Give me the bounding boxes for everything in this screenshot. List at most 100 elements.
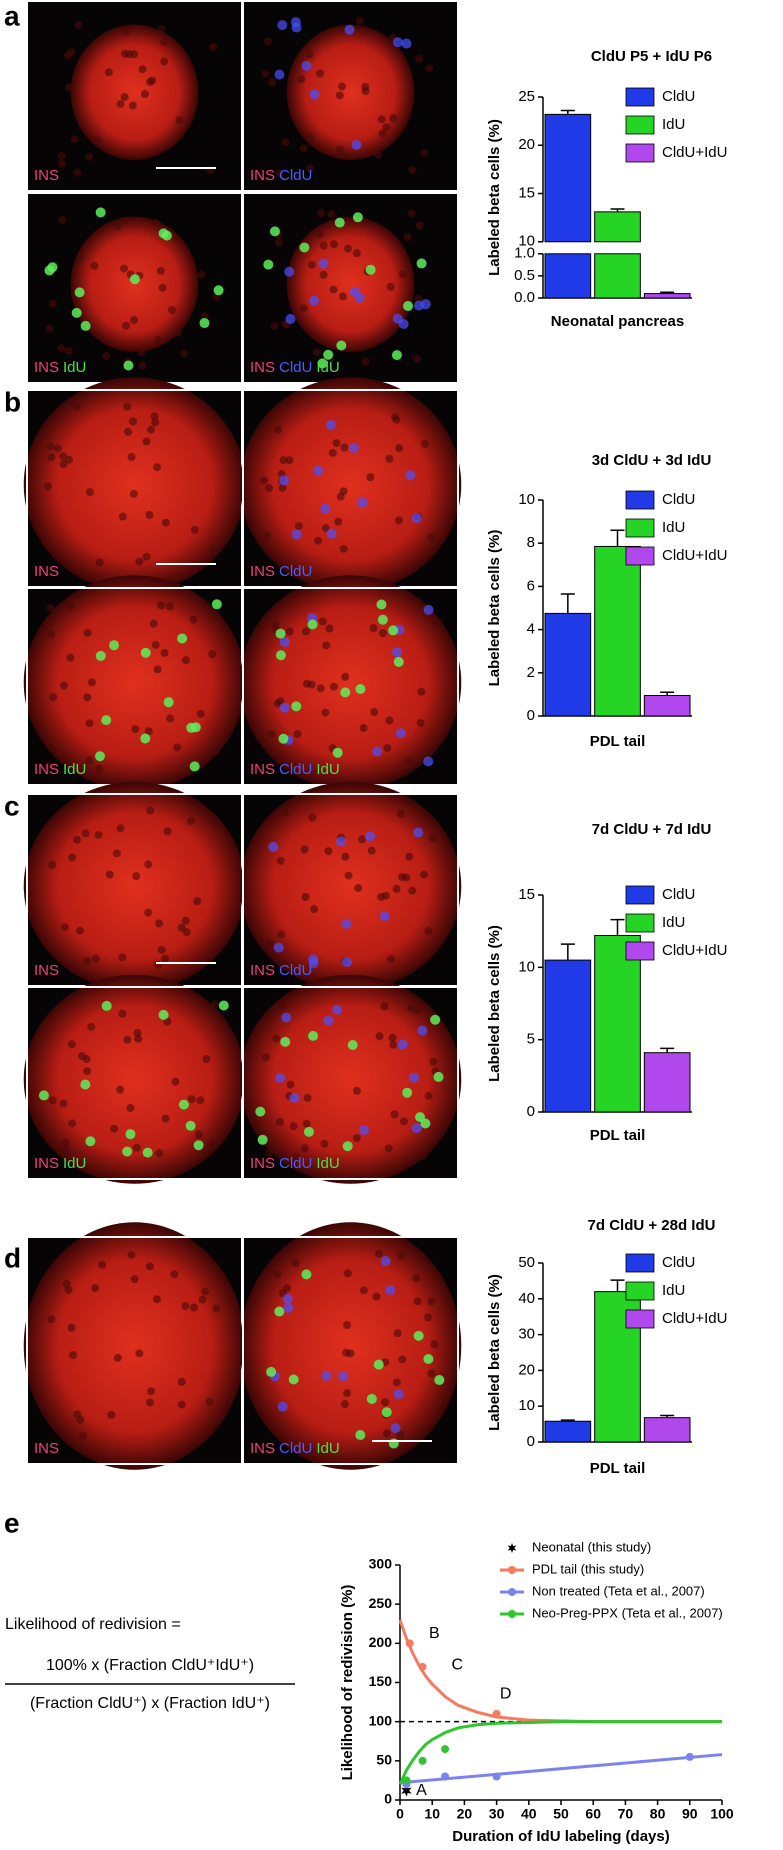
y-tick-label: 0 (384, 1791, 392, 1807)
idu-nucleus (44, 265, 55, 276)
nucleus (77, 1052, 86, 1061)
nucleus (324, 847, 333, 856)
nucleus (107, 1410, 116, 1419)
nucleus (118, 953, 127, 962)
nucleus (120, 216, 129, 225)
legend-label: Neo-Preg-PPX (Teta et al., 2007) (532, 1605, 723, 1620)
data-point (492, 1709, 501, 1718)
nucleus (344, 871, 353, 880)
nucleus (83, 1067, 92, 1076)
nucleus (361, 357, 370, 366)
nucleus (329, 682, 338, 691)
channel-label: INS (250, 761, 275, 778)
idu-nucleus (122, 1146, 133, 1157)
nucleus (310, 905, 319, 914)
y-tick-label: 8 (527, 534, 535, 551)
nucleus (299, 304, 308, 313)
clip-frame (242, 1236, 459, 1465)
y-tick-label: 20 (518, 136, 535, 153)
nucleus (394, 516, 403, 525)
nucleus (95, 558, 104, 567)
channel-label: INS (250, 359, 275, 376)
clip-frame (242, 986, 459, 1180)
cldu-nucleus (313, 465, 324, 476)
x-tick-label: 80 (650, 1806, 666, 1822)
idu-nucleus (433, 1071, 444, 1082)
micrograph: INS (23, 1222, 246, 1470)
cldu-nucleus (301, 60, 312, 71)
nucleus (377, 115, 386, 124)
nucleus (122, 321, 131, 330)
idu-nucleus (80, 320, 91, 331)
nucleus (177, 1377, 186, 1386)
x-tick-label: 60 (585, 1806, 601, 1822)
nucleus (386, 282, 395, 291)
nucleus (116, 99, 125, 108)
nucleus (361, 87, 370, 96)
nucleus (146, 806, 155, 815)
y-tick-label: 200 (369, 1634, 393, 1650)
y-tick-label: 2 (527, 664, 535, 681)
legend-swatch (625, 1309, 655, 1329)
cldu-nucleus (277, 20, 288, 31)
nucleus (144, 908, 153, 917)
error-bar (560, 943, 575, 961)
nucleus (66, 653, 75, 662)
nucleus (321, 708, 330, 717)
nucleus (378, 129, 387, 138)
nucleus (420, 148, 429, 157)
nucleus (417, 687, 426, 696)
idu-nucleus (211, 599, 222, 610)
nucleus (398, 270, 407, 279)
nucleus (291, 1259, 300, 1268)
nucleus (57, 159, 66, 168)
islet (239, 974, 462, 1184)
nucleus (407, 209, 416, 218)
nucleus (315, 69, 324, 78)
cldu-nucleus (281, 1012, 292, 1023)
nucleus (68, 853, 77, 862)
y-tick-label: 15 (518, 886, 535, 903)
nucleus (340, 443, 349, 452)
micrograph: INS (26, 0, 243, 192)
nucleus (194, 1130, 203, 1139)
idu-nucleus (266, 1366, 277, 1377)
nucleus (282, 1284, 291, 1293)
nucleus (153, 336, 162, 345)
nucleus (352, 249, 361, 258)
micrograph: INS CldU IdU (239, 974, 462, 1184)
panel-label: e (4, 1507, 20, 1538)
channel-label: INS (34, 359, 59, 376)
nucleus (104, 68, 113, 77)
cldu-nucleus (309, 295, 320, 306)
cldu-nucleus (392, 647, 403, 658)
chart-title: 7d CldU + 28d IdU (588, 1217, 716, 1234)
nucleus (289, 1122, 298, 1131)
nucleus (375, 1032, 384, 1041)
nucleus (46, 603, 55, 612)
cldu-nucleus (278, 475, 289, 486)
nucleus (83, 628, 92, 637)
nucleus (132, 1143, 141, 1152)
nucleus (354, 884, 363, 893)
nucleus (118, 512, 127, 521)
nucleus (425, 64, 434, 73)
idu-nucleus (185, 1120, 196, 1131)
nucleus (180, 349, 189, 358)
nucleus (392, 415, 401, 424)
y-tick-label: 1.0 (514, 245, 535, 262)
nucleus (339, 544, 348, 553)
nucleus (431, 618, 440, 627)
y-tick-label: 40 (518, 1290, 535, 1307)
fit-curve (398, 1619, 722, 1724)
nucleus (145, 1398, 154, 1407)
cldu-nucleus (372, 746, 383, 757)
nucleus (352, 1133, 361, 1142)
error-bar (610, 529, 625, 547)
legend-marker (508, 1588, 516, 1596)
nucleus (383, 743, 392, 752)
nucleus (396, 809, 405, 818)
nucleus (126, 1103, 135, 1112)
nucleus (155, 919, 164, 928)
